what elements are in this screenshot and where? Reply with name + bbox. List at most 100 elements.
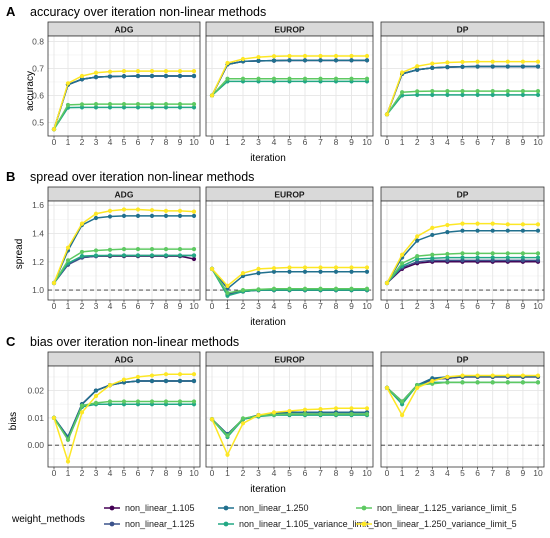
x-tick-label: 1 bbox=[66, 301, 71, 311]
y-tick-label: 0.7 bbox=[32, 63, 44, 73]
data-point bbox=[430, 256, 435, 261]
data-point bbox=[51, 415, 57, 420]
data-point bbox=[107, 74, 113, 79]
x-tick-label: 2 bbox=[415, 301, 420, 311]
data-point bbox=[475, 92, 480, 98]
data-point bbox=[505, 251, 510, 256]
panel-c-xlabel: iteration bbox=[250, 484, 286, 495]
y-tick-label: 1.4 bbox=[32, 229, 44, 239]
data-point bbox=[177, 105, 183, 110]
data-point bbox=[79, 221, 85, 226]
data-point bbox=[505, 380, 510, 385]
x-tick-label: 4 bbox=[445, 137, 450, 147]
data-point bbox=[287, 53, 292, 59]
data-point bbox=[225, 283, 230, 288]
y-tick-label: 0.02 bbox=[27, 386, 44, 396]
x-tick-label: 4 bbox=[272, 301, 277, 311]
data-point bbox=[163, 378, 169, 384]
series-5 bbox=[51, 69, 197, 132]
data-point bbox=[191, 73, 197, 79]
data-point bbox=[135, 374, 141, 380]
data-point bbox=[475, 228, 480, 233]
data-point bbox=[430, 89, 435, 94]
data-point bbox=[490, 251, 495, 256]
data-point bbox=[349, 76, 354, 81]
x-tick-label: 5 bbox=[460, 468, 465, 478]
data-point bbox=[93, 253, 99, 258]
data-point bbox=[256, 266, 261, 271]
data-point bbox=[79, 102, 85, 107]
data-point bbox=[505, 228, 510, 233]
data-point bbox=[364, 286, 370, 291]
data-point bbox=[177, 372, 183, 377]
data-point bbox=[256, 271, 261, 276]
data-point bbox=[475, 89, 480, 94]
data-point bbox=[65, 81, 71, 86]
data-point bbox=[256, 54, 261, 60]
data-point bbox=[384, 280, 390, 286]
x-tick-label: 4 bbox=[108, 137, 113, 147]
data-point bbox=[400, 261, 405, 266]
data-point bbox=[490, 59, 495, 64]
data-point bbox=[79, 73, 85, 79]
data-point bbox=[460, 380, 465, 385]
data-point bbox=[135, 207, 141, 212]
data-point bbox=[475, 380, 480, 385]
x-tick-label: 3 bbox=[94, 468, 99, 478]
x-tick-label: 7 bbox=[490, 137, 495, 147]
data-point bbox=[318, 58, 323, 63]
data-point bbox=[135, 253, 141, 258]
facet-strip-label: DP bbox=[457, 25, 469, 35]
data-point bbox=[349, 269, 354, 274]
data-point bbox=[535, 373, 541, 378]
x-tick-label: 7 bbox=[150, 137, 155, 147]
panel-c: C bias over iteration non-linear methods… bbox=[6, 334, 545, 495]
data-point bbox=[149, 69, 155, 74]
data-point bbox=[535, 380, 541, 385]
data-point bbox=[256, 413, 261, 418]
x-tick-label: 6 bbox=[475, 468, 480, 478]
data-point bbox=[271, 410, 277, 415]
data-point bbox=[318, 411, 323, 417]
data-point bbox=[107, 253, 113, 258]
data-point bbox=[65, 459, 71, 464]
x-tick-label: 9 bbox=[178, 137, 183, 147]
data-point bbox=[149, 253, 155, 258]
data-point bbox=[107, 105, 113, 110]
data-point bbox=[318, 286, 323, 291]
legend-key-point bbox=[361, 505, 367, 511]
facet-europ: EUROP 0 1 2 3 4 5 6 7 8 9 10 bbox=[205, 186, 374, 311]
facet-strip-label: EUROP bbox=[274, 355, 305, 365]
facet-europ: EUROP 0 1 2 3 4 5 6 7 8 9 10 bbox=[205, 351, 374, 478]
data-point bbox=[460, 255, 465, 260]
x-tick-label: 3 bbox=[256, 468, 261, 478]
data-point bbox=[163, 105, 169, 110]
data-point bbox=[93, 248, 99, 253]
data-point bbox=[430, 225, 435, 230]
data-point bbox=[79, 249, 85, 255]
data-point bbox=[287, 58, 292, 63]
data-point bbox=[121, 377, 127, 382]
x-tick-label: 2 bbox=[80, 468, 85, 478]
x-tick-label: 9 bbox=[521, 137, 526, 147]
data-point bbox=[400, 70, 405, 75]
data-point bbox=[520, 92, 526, 98]
data-point bbox=[318, 53, 323, 59]
facet-strip-label: EUROP bbox=[274, 190, 305, 200]
x-tick-label: 10 bbox=[533, 301, 543, 311]
x-tick-label: 10 bbox=[189, 137, 199, 147]
data-point bbox=[93, 388, 99, 393]
data-point bbox=[415, 64, 420, 69]
data-point bbox=[520, 222, 526, 227]
data-point bbox=[535, 92, 541, 98]
x-tick-label: 10 bbox=[189, 301, 199, 311]
data-point bbox=[349, 286, 354, 291]
x-tick-label: 8 bbox=[164, 468, 169, 478]
data-point bbox=[490, 228, 495, 233]
data-point bbox=[490, 92, 495, 98]
data-point bbox=[191, 69, 197, 74]
data-point bbox=[475, 59, 480, 64]
data-point bbox=[445, 222, 450, 228]
data-point bbox=[318, 269, 323, 274]
x-tick-label: 7 bbox=[150, 301, 155, 311]
